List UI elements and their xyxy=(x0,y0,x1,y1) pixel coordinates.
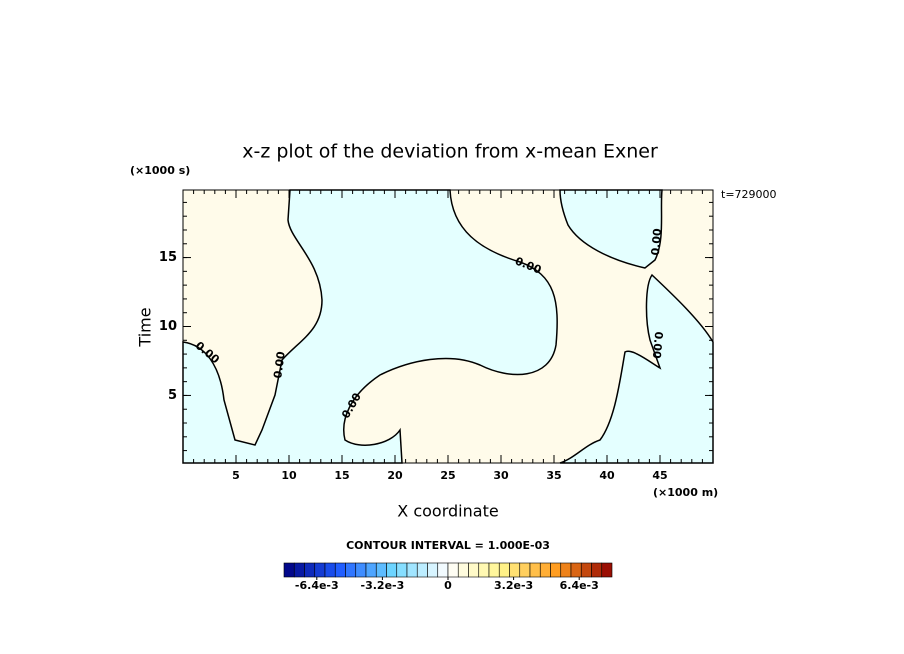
x-tick-label: 40 xyxy=(599,469,615,482)
colorbar-cell xyxy=(406,562,418,578)
colorbar-cell xyxy=(580,562,592,578)
colorbar-cell xyxy=(478,562,490,578)
colorbar-cell xyxy=(550,562,562,578)
x-tick-label: 20 xyxy=(387,469,403,482)
colorbar-tick-label: 0 xyxy=(444,579,452,592)
colorbar-cell xyxy=(334,562,346,578)
contour-label: 0.00 xyxy=(649,228,664,257)
y-tick-label: 10 xyxy=(159,319,177,334)
colorbar-cell xyxy=(355,562,367,578)
negative-region xyxy=(559,273,714,464)
x-tick-label: 35 xyxy=(546,469,561,482)
colorbar-cell xyxy=(304,562,316,578)
negative-region xyxy=(559,189,663,269)
colorbar-cell xyxy=(365,562,377,578)
colorbar-cell xyxy=(529,562,541,578)
negative-region xyxy=(182,189,558,464)
colorbar-tick-label: -6.4e-3 xyxy=(295,579,339,592)
colorbar-cell xyxy=(396,562,408,578)
y-tick-label: 15 xyxy=(159,250,177,265)
colorbar-cell xyxy=(498,562,510,578)
colorbar-cell xyxy=(324,562,336,578)
x-tick-label: 25 xyxy=(440,469,455,482)
chart-title: x-z plot of the deviation from x-mean Ex… xyxy=(242,141,658,163)
colorbar-cell xyxy=(386,562,398,578)
x-tick-label: 10 xyxy=(281,469,297,482)
colorbar-cell xyxy=(457,562,469,578)
colorbar-cell xyxy=(560,562,572,578)
colorbar-cell xyxy=(416,562,428,578)
colorbar-cell xyxy=(293,562,305,578)
colorbar-cell xyxy=(345,562,357,578)
colorbar-cell xyxy=(283,562,295,578)
time-label: t=729000 xyxy=(721,188,777,201)
colorbar-cell xyxy=(375,562,387,578)
x-axis-label: X coordinate xyxy=(397,502,498,521)
colorbar-cell xyxy=(591,562,603,578)
contour-label: 0.00 xyxy=(271,350,288,379)
colorbar-cell xyxy=(488,562,500,578)
x-tick-label: 5 xyxy=(232,469,240,482)
colorbar-cell xyxy=(447,562,459,578)
x-tick-label: 45 xyxy=(652,469,667,482)
colorbar-cell xyxy=(570,562,582,578)
colorbar-cell xyxy=(427,562,439,578)
colorbar-cell xyxy=(601,562,613,578)
contour-label: 0.00 xyxy=(650,331,665,360)
colorbar-tick-label: -3.2e-3 xyxy=(361,579,405,592)
x-tick-label: 30 xyxy=(493,469,509,482)
x-tick-label: 15 xyxy=(334,469,349,482)
y-unit: (×1000 s) xyxy=(130,164,190,177)
x-unit: (×1000 m) xyxy=(653,486,718,499)
colorbar-title: CONTOUR INTERVAL = 1.000E-03 xyxy=(346,539,550,552)
y-axis-label: Time xyxy=(136,307,155,347)
colorbar-cell xyxy=(509,562,521,578)
colorbar-cell xyxy=(314,562,326,578)
colorbar-cell xyxy=(539,562,551,578)
colorbar-cell xyxy=(468,562,480,578)
colorbar-cell xyxy=(437,562,449,578)
colorbar-tick-label: 6.4e-3 xyxy=(560,579,599,592)
plot-area xyxy=(182,189,714,464)
colorbar-tick-label: 3.2e-3 xyxy=(494,579,533,592)
colorbar-cell xyxy=(519,562,531,578)
y-tick-label: 5 xyxy=(168,388,177,403)
